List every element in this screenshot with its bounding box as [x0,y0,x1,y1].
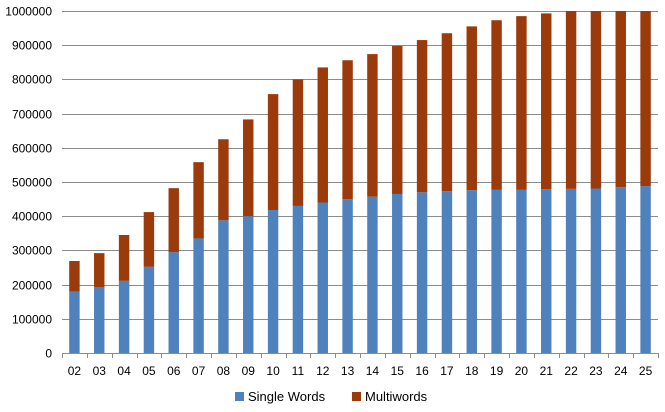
legend-multiwords-swatch [352,392,361,401]
x-tick-label: 08 [217,364,231,378]
x-tick-label: 18 [465,364,479,378]
x-tick-label: 23 [589,364,603,378]
bar-multiwords-25 [640,11,651,187]
bar-multiwords-21 [541,13,552,190]
bar-single-words-03 [94,287,105,353]
y-tick-label: 700000 [12,108,52,122]
x-tick-label: 22 [564,364,578,378]
bar-multiwords-11 [292,79,304,206]
bar-single-words-21 [541,189,552,353]
bar-single-words-15 [392,193,403,353]
x-axis-tick-labels: 02 03 04 05 06 07 08 09 10 11 12 13 14 15 16 17 18 19 20 21… [68,364,653,378]
y-tick-label: 400000 [12,210,52,224]
bar-multiwords-20 [516,16,527,190]
bar-single-words-25 [640,186,651,353]
bar-single-words-17 [441,191,453,353]
bar-multiwords-09 [243,119,254,217]
bar-multiwords-22 [565,11,577,189]
x-tick-label: 12 [316,364,330,378]
bar-multiwords-24 [615,11,626,188]
bar-single-words-11 [292,205,304,353]
x-tick-label: 02 [68,364,82,378]
bar-single-words-02 [69,291,80,353]
bar-multiwords-12 [317,67,328,203]
bar-multiwords-17 [441,33,453,192]
bar-single-words-22 [565,188,577,353]
bar-single-words-05 [143,266,155,353]
bar-multiwords-02 [69,261,80,292]
x-tick-label: 20 [515,364,529,378]
x-tick-label: 21 [540,364,554,378]
bar-single-words-24 [615,187,626,353]
x-tick-label: 09 [242,364,256,378]
y-tick-label: 200000 [12,279,52,293]
y-tick-label: 0 [45,347,52,361]
legend-multiwords-label: Multiwords [365,389,428,404]
bar-multiwords-03 [94,253,105,288]
x-axis [62,353,659,358]
bar-multiwords-05 [143,212,155,267]
bar-multiwords-04 [118,235,130,281]
x-tick-label: 14 [366,364,380,378]
bar-single-words-20 [516,189,527,353]
bar-multiwords-10 [267,94,279,211]
bar-multiwords-16 [416,40,428,193]
x-tick-label: 06 [167,364,181,378]
x-tick-label: 15 [391,364,405,378]
x-tick-label: 19 [490,364,504,378]
bar-single-words-10 [267,210,279,353]
x-tick-label: 24 [614,364,628,378]
bar-multiwords-13 [342,60,353,200]
bar-single-words-06 [168,252,179,353]
x-tick-label: 11 [292,364,305,378]
y-tick-label: 300000 [12,244,52,258]
gridlines [62,11,658,354]
y-tick-label: 1000000 [5,5,52,19]
y-tick-label: 600000 [12,142,52,156]
y-tick-label: 800000 [12,73,52,87]
bar-multiwords-06 [168,188,179,253]
x-tick-label: 16 [415,364,429,378]
bar-multiwords-15 [392,45,403,194]
bar-multiwords-23 [590,11,602,189]
legend-single-words-label: Single Words [248,389,326,404]
y-axis-tick-labels: 0 100000 200000 300000 400000 500000 600000 700… [5,5,52,361]
bars [69,11,651,353]
bar-single-words-07 [193,238,204,353]
bar-single-words-08 [218,220,229,353]
y-tick-label: 100000 [12,313,52,327]
bar-multiwords-18 [466,26,477,191]
bar-single-words-04 [118,280,130,353]
bar-single-words-14 [367,196,378,353]
bar-single-words-23 [590,188,602,353]
bar-single-words-13 [342,199,353,353]
bar-single-words-18 [466,190,477,353]
x-tick-label: 07 [192,364,206,378]
bar-single-words-19 [491,189,502,353]
legend-single-words-swatch [235,392,244,401]
x-tick-label: 17 [440,364,454,378]
x-tick-label: 05 [142,364,156,378]
y-tick-label: 900000 [12,39,52,53]
bar-single-words-12 [317,202,328,353]
bar-multiwords-07 [193,162,204,239]
legend: Single Words Multiwords [235,389,428,404]
x-tick-label: 13 [341,364,355,378]
bar-multiwords-08 [218,139,229,221]
x-tick-label: 10 [266,364,280,378]
x-tick-label: 03 [93,364,107,378]
bar-multiwords-19 [491,20,502,190]
bar-multiwords-14 [367,54,378,197]
bar-single-words-09 [243,216,254,353]
bar-single-words-16 [416,192,428,353]
x-tick-label: 04 [117,364,131,378]
x-tick-label: 25 [639,364,653,378]
y-tick-label: 500000 [12,176,52,190]
